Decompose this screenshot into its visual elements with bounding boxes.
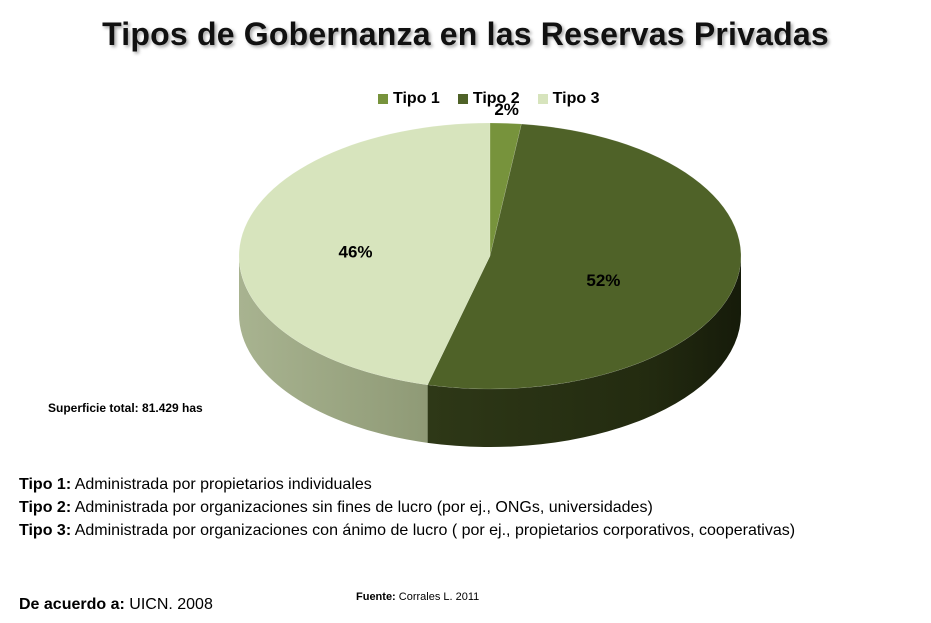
definition-tipo-1: Tipo 1: Administrada por propietarios in… bbox=[19, 476, 372, 493]
pie-slice-tipo-1 bbox=[489, 122, 522, 257]
pie-side-tipo-2 bbox=[427, 256, 741, 448]
legend-swatch-tipo-2 bbox=[457, 94, 468, 104]
legend-label-tipo-1: Tipo 1 bbox=[393, 90, 440, 107]
legend-item-tipo-2: Tipo 2 bbox=[457, 90, 520, 108]
legend-swatch-tipo-3 bbox=[537, 94, 548, 104]
type-definitions: Tipo 1: Administrada por propietarios in… bbox=[19, 473, 795, 542]
pie-slice-tipo-2 bbox=[427, 123, 742, 390]
legend-label-tipo-3: Tipo 3 bbox=[552, 90, 600, 107]
source-note: Fuente: Corrales L. 2011 bbox=[356, 591, 480, 603]
surface-total-note: Superficie total: 81.429 has bbox=[48, 401, 203, 415]
legend-label-tipo-2: Tipo 2 bbox=[472, 90, 520, 107]
pie-label-tipo-2: 52% bbox=[586, 271, 620, 290]
pie-slice-tipo-3 bbox=[238, 122, 491, 386]
pie-label-tipo-3: 46% bbox=[339, 242, 373, 261]
according-to-note: De acuerdo a: UICN. 2008 bbox=[19, 596, 213, 613]
legend-swatch-tipo-1 bbox=[378, 94, 388, 104]
definition-tipo-3: Tipo 3: Administrada por organizaciones … bbox=[19, 522, 796, 539]
chart-legend: Tipo 1 Tipo 2 Tipo 3 bbox=[378, 89, 617, 109]
legend-item-tipo-1: Tipo 1 bbox=[378, 90, 440, 108]
legend-item-tipo-3: Tipo 3 bbox=[537, 90, 600, 108]
definition-tipo-2: Tipo 2: Administrada por organizaciones … bbox=[19, 499, 653, 516]
pie-label-tipo-1: 2% bbox=[494, 100, 519, 119]
pie-side-tipo-3 bbox=[239, 256, 428, 443]
page-title: Tipos de Gobernanza en las Reservas Priv… bbox=[102, 16, 829, 52]
